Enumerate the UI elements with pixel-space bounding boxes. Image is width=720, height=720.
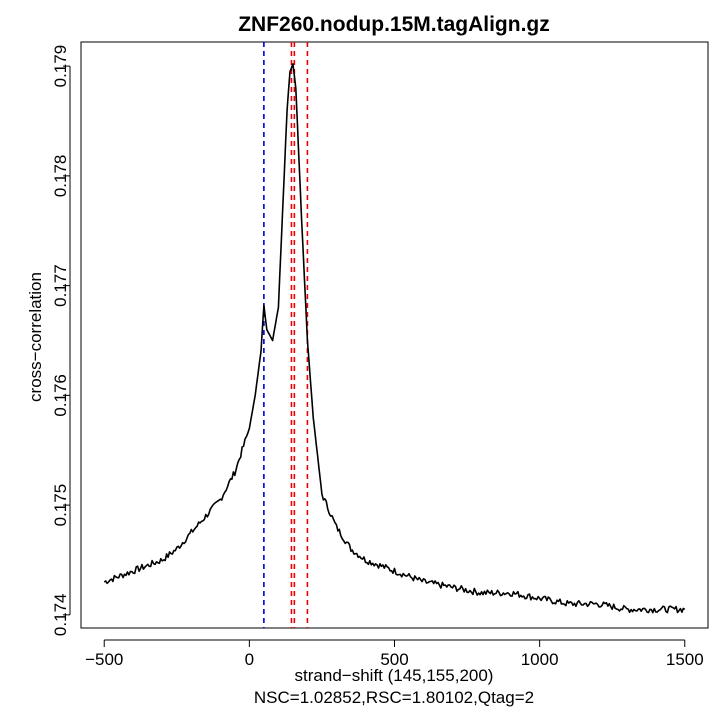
y-tick-label: 0.177 (51, 264, 70, 307)
vertical-markers (263, 42, 309, 628)
y-tick-label: 0.178 (51, 155, 70, 198)
x-tick-label: −500 (85, 650, 123, 669)
plot-area (80, 41, 709, 629)
y-axis: 0.174 0.175 0.176 0.177 0.178 0.179 (51, 45, 71, 637)
x-axis: −500 0 500 1000 1500 (85, 639, 704, 669)
y-tick-label: 0.176 (51, 374, 70, 417)
y-axis-label: cross−correlation (26, 272, 45, 402)
x-tick-label: 0 (245, 650, 254, 669)
x-axis-label: strand−shift (145,155,200) (295, 666, 494, 685)
chart-subtitle: NSC=1.02852,RSC=1.80102,Qtag=2 (254, 688, 534, 707)
cross-correlation-line (103, 63, 686, 614)
y-tick-label: 0.179 (51, 45, 70, 88)
x-tick-label: 1000 (521, 650, 559, 669)
chart-title: ZNF260.nodup.15M.tagAlign.gz (238, 13, 550, 36)
x-tick-label: 500 (380, 650, 408, 669)
y-tick-label: 0.174 (51, 594, 70, 637)
x-tick-label: 1500 (666, 650, 704, 669)
y-tick-label: 0.175 (51, 484, 70, 527)
